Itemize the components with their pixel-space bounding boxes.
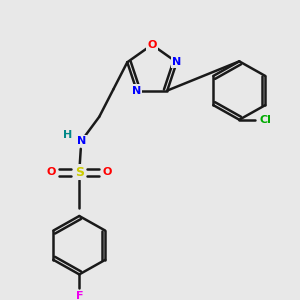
Text: N: N (172, 57, 182, 67)
Text: Cl: Cl (259, 115, 271, 125)
Text: O: O (46, 167, 56, 177)
Text: H: H (63, 130, 72, 140)
Text: N: N (132, 85, 141, 95)
Text: N: N (76, 136, 86, 146)
Text: F: F (76, 291, 83, 300)
Text: O: O (103, 167, 112, 177)
Text: S: S (75, 166, 84, 179)
Text: O: O (147, 40, 157, 50)
